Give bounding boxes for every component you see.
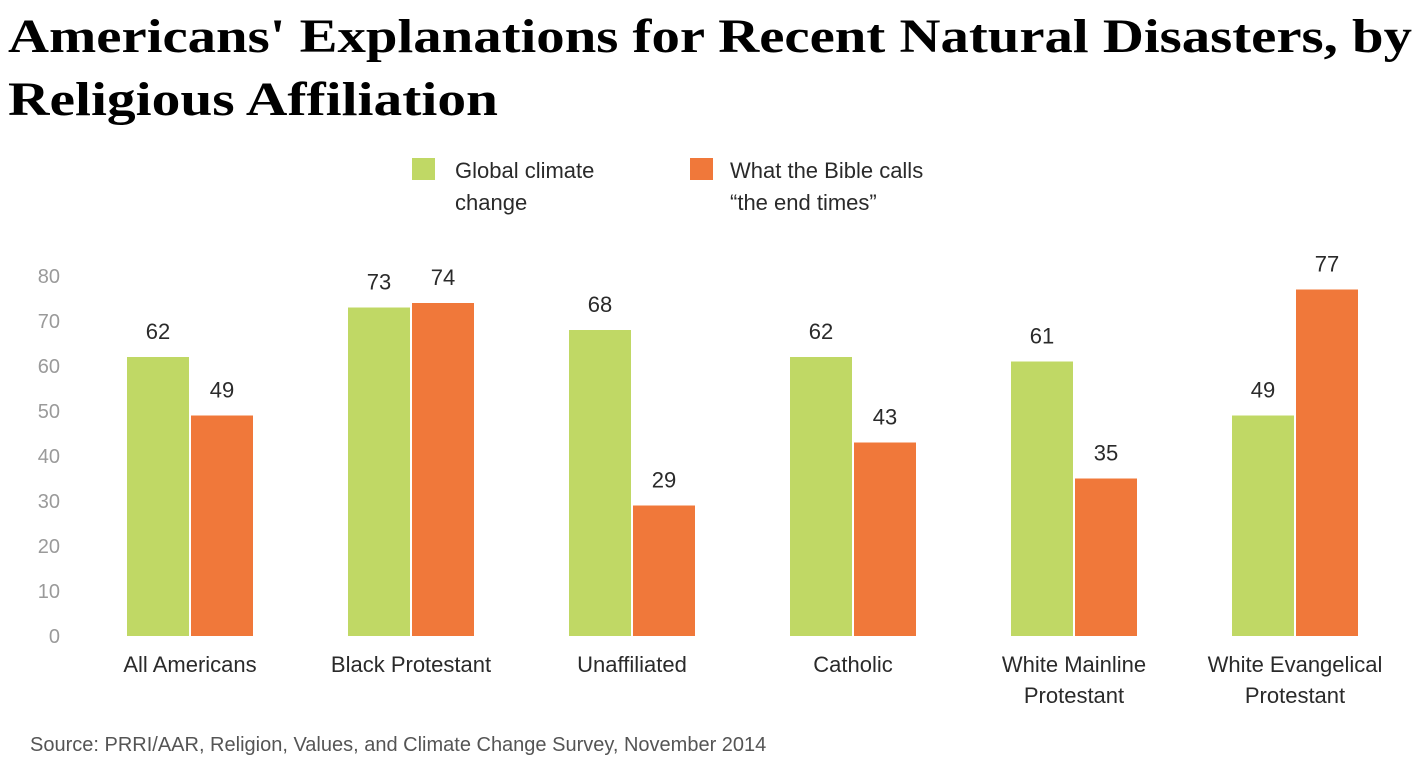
bars: 62 49 73 74 68 29 62 43 61 35 49 77 (127, 252, 1358, 636)
data-label: 49 (1251, 378, 1275, 403)
y-tick-label: 80 (38, 266, 60, 288)
bar-end-times (1075, 478, 1137, 636)
bar-end-times (1296, 289, 1358, 636)
legend-label-end-times-line-1: What the Bible calls (730, 158, 923, 183)
legend-swatch-climate (412, 158, 435, 180)
source-note: Source: PRRI/AAR, Religion, Values, and … (30, 734, 766, 756)
data-label: 62 (146, 319, 170, 344)
bar-end-times (191, 415, 253, 636)
bar-end-times (854, 442, 916, 636)
data-label: 62 (809, 319, 833, 344)
legend-swatch-end-times (690, 158, 713, 180)
y-tick-label: 10 (38, 581, 60, 603)
bar-climate (1011, 361, 1073, 636)
legend-label-climate-line-1: Global climate (455, 158, 594, 183)
legend-label-end-times-line-2: “the end times” (730, 190, 877, 215)
category-label: Catholic (813, 652, 892, 677)
y-tick-label: 40 (38, 446, 60, 468)
y-tick-label: 60 (38, 356, 60, 378)
data-label: 43 (873, 405, 897, 430)
category-label: White Mainline (1002, 652, 1146, 677)
y-tick-label: 50 (38, 401, 60, 423)
data-label: 74 (431, 265, 455, 290)
data-label: 73 (367, 270, 391, 295)
legend: Global climate change What the Bible cal… (412, 158, 923, 215)
data-label: 77 (1315, 252, 1339, 277)
category-label: All Americans (123, 652, 256, 677)
y-tick-label: 0 (49, 626, 60, 648)
bar-end-times (633, 505, 695, 636)
y-tick-label: 70 (38, 311, 60, 333)
x-axis-labels: All Americans Black Protestant Unaffiliate… (123, 652, 1382, 708)
y-tick-label: 20 (38, 536, 60, 558)
bar-climate (348, 307, 410, 636)
category-label: Protestant (1245, 683, 1345, 708)
category-label: White Evangelical (1208, 652, 1383, 677)
data-label: 68 (588, 292, 612, 317)
data-label: 61 (1030, 324, 1054, 349)
chart-title-line-2: Religious Affiliation (8, 73, 498, 126)
data-label: 29 (652, 468, 676, 493)
bar-climate (569, 330, 631, 636)
bar-climate (790, 357, 852, 636)
category-label: Unaffiliated (577, 652, 687, 677)
bar-climate (1232, 415, 1294, 636)
bar-end-times (412, 303, 474, 636)
category-label: Protestant (1024, 683, 1124, 708)
data-label: 49 (210, 378, 234, 403)
data-label: 35 (1094, 441, 1118, 466)
bar-climate (127, 357, 189, 636)
y-tick-label: 30 (38, 491, 60, 513)
category-label: Black Protestant (331, 652, 491, 677)
chart-title-line-1: Americans' Explanations for Recent Natur… (8, 10, 1412, 63)
legend-label-climate-line-2: change (455, 190, 527, 215)
y-axis: 0 10 20 30 40 50 60 70 80 (38, 266, 60, 648)
